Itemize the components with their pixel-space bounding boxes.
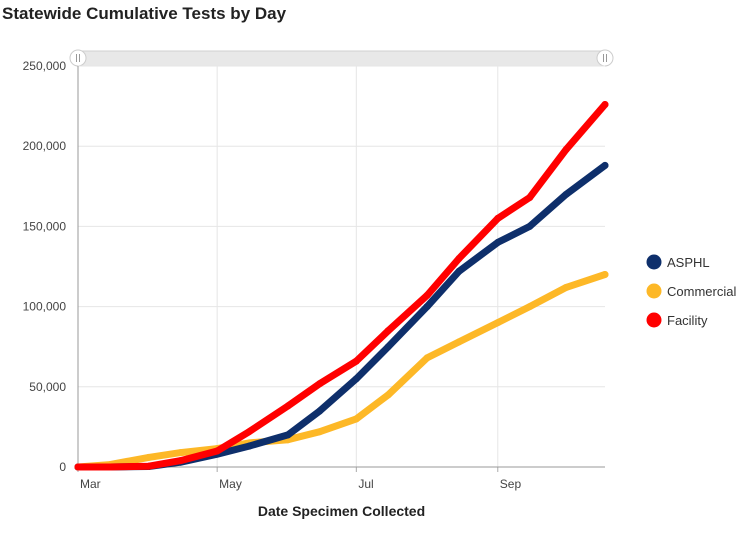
data-point-facility (526, 194, 534, 202)
data-point-facility (384, 327, 392, 335)
data-point-facility (423, 291, 431, 299)
data-point-commercial (526, 303, 534, 311)
data-point-facility (494, 214, 502, 222)
data-point-facility (601, 100, 609, 108)
data-point-asphl (384, 343, 392, 351)
y-tick-label: 0 (59, 460, 66, 474)
range-slider-track[interactable] (77, 50, 606, 67)
y-tick-label: 150,000 (23, 219, 67, 233)
data-point-facility (177, 457, 185, 465)
data-point-asphl (316, 407, 324, 415)
data-point-asphl (562, 190, 570, 198)
y-tick-label: 250,000 (23, 59, 67, 73)
data-point-asphl (526, 222, 534, 230)
y-tick-label: 50,000 (29, 380, 66, 394)
data-point-commercial (494, 319, 502, 327)
data-point-asphl (494, 238, 502, 246)
data-point-facility (562, 145, 570, 153)
y-tick-label: 200,000 (23, 139, 67, 153)
data-point-asphl (352, 375, 360, 383)
chart-title: Statewide Cumulative Tests by Day (2, 4, 287, 23)
legend-marker-commercial[interactable] (646, 283, 662, 299)
data-point-facility (145, 462, 153, 470)
x-axis-label: Date Specimen Collected (258, 503, 425, 519)
legend-marker-asphl[interactable] (646, 254, 662, 270)
data-point-commercial (562, 283, 570, 291)
x-tick-label: May (219, 477, 242, 491)
x-tick-label: Jul (358, 477, 373, 491)
x-tick-label: Mar (80, 477, 101, 491)
data-point-commercial (423, 354, 431, 362)
range-slider-right-handle[interactable] (596, 49, 614, 67)
range-slider-left-handle[interactable] (69, 49, 87, 67)
series-line-commercial (74, 271, 609, 471)
legend-label-asphl[interactable]: ASPHL (667, 255, 710, 270)
legend-label-facility[interactable]: Facility (667, 313, 708, 328)
y-tick-label: 100,000 (23, 300, 67, 314)
data-point-asphl (423, 303, 431, 311)
x-tick-label: Sep (500, 477, 522, 491)
data-point-commercial (145, 453, 153, 461)
data-point-commercial (455, 338, 463, 346)
data-point-facility (352, 357, 360, 365)
data-point-facility (284, 402, 292, 410)
data-point-commercial (601, 271, 609, 279)
data-point-commercial (177, 449, 185, 457)
legend-marker-facility[interactable] (646, 312, 662, 328)
data-point-facility (316, 380, 324, 388)
data-point-asphl (601, 161, 609, 169)
data-point-commercial (316, 428, 324, 436)
data-point-facility (106, 463, 114, 471)
data-point-asphl (284, 431, 292, 439)
data-point-asphl (245, 442, 253, 450)
data-point-facility (213, 447, 221, 455)
data-point-commercial (352, 415, 360, 423)
series-line-facility (74, 101, 609, 471)
legend-label-commercial[interactable]: Commercial (667, 284, 736, 299)
data-point-asphl (455, 267, 463, 275)
data-point-facility (245, 428, 253, 436)
data-point-facility (455, 254, 463, 262)
data-point-facility (74, 463, 82, 471)
data-point-commercial (384, 391, 392, 399)
